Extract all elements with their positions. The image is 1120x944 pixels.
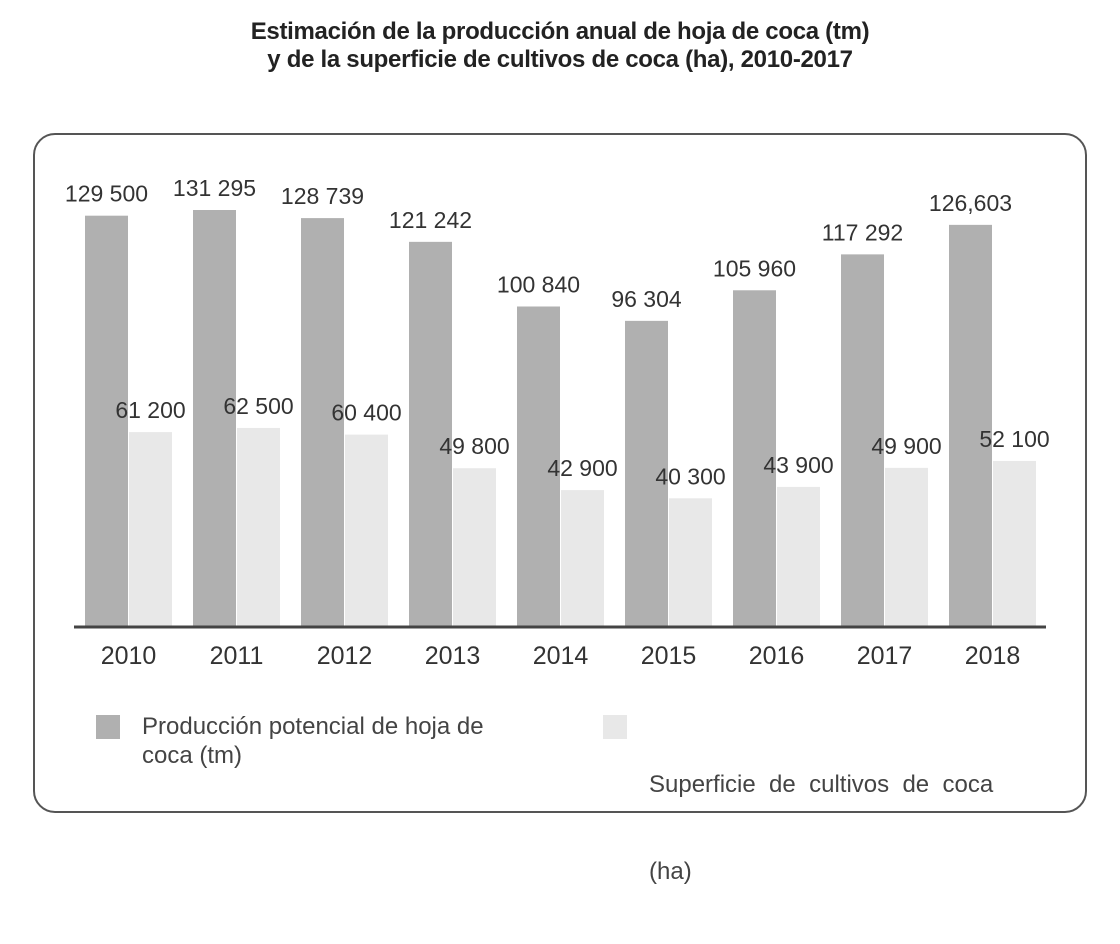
bar-production-2012 [301,218,344,627]
chart-title: Estimación de la producción anual de hoj… [0,18,1120,74]
bar-area-2013 [453,468,496,626]
value-label-production-2010: 129 500 [65,181,148,207]
legend-label-production-line-2: coca (tm) [142,742,243,769]
x-tick-label-2012: 2012 [317,642,373,670]
value-label-area-2014: 42 900 [547,455,617,481]
legend-swatch-production [96,715,120,739]
bar-chart: 129 500 61 200 131 295 62 500 128 739 60 400 1… [65,175,1050,670]
value-label-area-2016: 43 900 [763,452,833,478]
legend-label-area: Superficie de cultivos de coca (ha) [649,712,993,944]
legend-item-area: Superficie de cultivos de coca (ha) [603,712,1043,944]
bar-area-2012 [345,434,388,626]
value-label-area-2010: 61 200 [115,397,185,423]
legend-label-area-line-2: (ha) [649,858,692,885]
bar-production-2013 [409,241,452,626]
value-label-area-2013: 49 800 [439,433,509,459]
legend-label-production-line-1: Producción potencial de hoja de [142,713,484,740]
value-label-area-2011: 62 500 [223,393,293,419]
legend-label-area-line-1: Superficie de cultivos de coca [649,771,994,798]
bar-area-2015 [669,498,712,626]
bar-production-2015 [625,320,668,626]
value-label-area-2017: 49 900 [871,433,941,459]
value-labels-layer: 129 500 61 200 131 295 62 500 128 739 60 400 1… [65,175,1050,489]
value-label-production-2016: 105 960 [713,255,796,281]
value-label-production-2014: 100 840 [497,271,580,297]
legend-swatch-area [603,715,627,739]
bar-production-2014 [517,306,560,626]
value-label-production-2015: 96 304 [611,286,682,312]
bar-area-2016 [777,486,820,626]
x-tick-labels-layer: 2010 2011 2012 2013 2014 2015 2016 2017 2018 [101,642,1021,670]
x-tick-label-2010: 2010 [101,642,157,670]
bar-area-2010 [129,432,172,626]
value-label-area-2015: 40 300 [655,463,725,489]
value-label-area-2018: 52 100 [979,426,1049,452]
value-label-production-2012: 128 739 [281,183,364,209]
value-label-area-2012: 60 400 [331,400,401,426]
chart-title-line-2: y de la superficie de cultivos de coca (… [267,46,853,73]
x-tick-label-2014: 2014 [533,642,589,670]
x-tick-label-2016: 2016 [749,642,805,670]
bar-production-2018 [949,224,992,626]
bar-production-2010 [85,215,128,626]
value-label-production-2018: 126,603 [929,190,1012,216]
x-tick-label-2011: 2011 [210,642,264,670]
x-tick-label-2018: 2018 [965,642,1021,670]
bar-area-2018 [993,460,1036,626]
bar-production-2011 [193,210,236,626]
bars-layer [85,210,1036,627]
chart-frame [33,133,1087,813]
chart-title-line-1: Estimación de la producción anual de hoj… [250,18,870,45]
bar-production-2016 [733,290,776,626]
x-tick-label-2017: 2017 [857,642,913,670]
bar-area-2014 [561,490,604,626]
value-label-production-2013: 121 242 [389,207,472,233]
legend-item-production: Producción potencial de hoja de coca (tm… [96,712,536,770]
value-label-production-2017: 117 292 [822,219,903,245]
bar-area-2017 [885,467,928,626]
value-label-production-2011: 131 295 [173,175,256,201]
bar-production-2017 [841,254,884,627]
legend-label-production: Producción potencial de hoja de coca (tm… [142,712,484,770]
x-tick-label-2013: 2013 [425,642,481,670]
x-tick-label-2015: 2015 [641,642,697,670]
bar-area-2011 [237,427,280,626]
